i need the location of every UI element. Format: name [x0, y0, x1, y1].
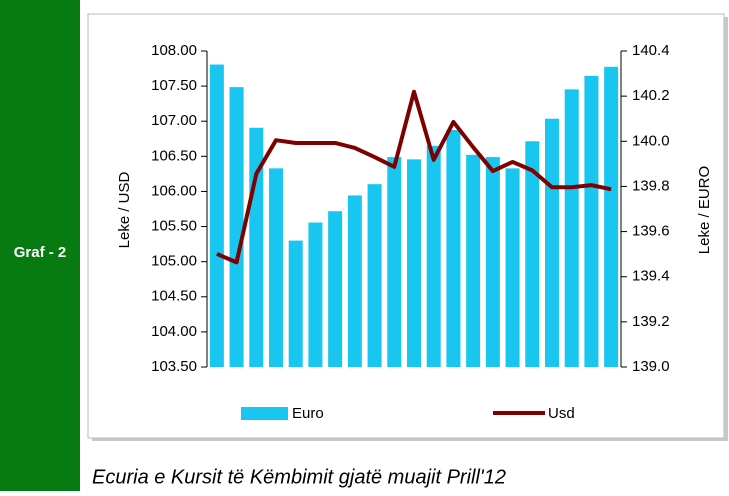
- bar: [308, 222, 323, 367]
- bar: [505, 168, 520, 367]
- bar: [347, 195, 362, 367]
- bar: [269, 168, 283, 367]
- y-tick-label: 107.00: [151, 112, 197, 129]
- bar: [229, 87, 244, 367]
- bar: [367, 184, 382, 367]
- y-tick-label: 105.00: [151, 253, 197, 270]
- bar: [209, 64, 224, 368]
- bar: [328, 211, 343, 367]
- y-tick-label: 108.00: [151, 42, 197, 59]
- bar: [564, 89, 579, 367]
- sidebar-label: Graf - 2: [14, 244, 67, 261]
- y2-axis-title: Leke / EURO: [696, 166, 713, 254]
- legend-label: Euro: [292, 405, 324, 422]
- bar: [288, 240, 303, 367]
- y-tick-label: 107.50: [151, 77, 197, 94]
- caption: Ecuria e Kursit të Këmbimit gjatë muajit…: [92, 466, 506, 488]
- y2-tick-label: 139.8: [632, 177, 670, 194]
- legend-swatch: [241, 407, 288, 420]
- y2-tick-label: 140.2: [632, 87, 670, 104]
- bar: [426, 145, 441, 367]
- y2-tick-label: 139.2: [632, 313, 670, 330]
- bar: [485, 157, 500, 367]
- y-tick-label: 106.00: [151, 182, 197, 199]
- bar: [584, 75, 599, 367]
- y2-tick-label: 140.0: [632, 132, 670, 149]
- line: [216, 89, 612, 265]
- y-tick-label: 104.50: [151, 288, 197, 305]
- y-axis-title: Leke / USD: [116, 171, 133, 248]
- legend-label: Usd: [548, 405, 575, 422]
- sidebar: [0, 0, 80, 491]
- bar: [545, 118, 559, 367]
- bar: [407, 159, 421, 367]
- bar: [525, 141, 540, 367]
- y2-tick-label: 140.4: [632, 42, 670, 59]
- y2-tick-label: 139.4: [632, 268, 670, 285]
- y-tick-label: 104.00: [151, 323, 197, 340]
- y-tick-label: 106.50: [151, 147, 197, 164]
- y-tick-label: 103.50: [151, 358, 197, 375]
- y2-tick-label: 139.6: [632, 223, 670, 240]
- bar: [466, 154, 481, 367]
- bar: [387, 157, 402, 367]
- bar: [604, 66, 619, 368]
- y-tick-label: 105.50: [151, 218, 197, 235]
- bar: [446, 130, 461, 367]
- y2-tick-label: 139.0: [632, 358, 670, 375]
